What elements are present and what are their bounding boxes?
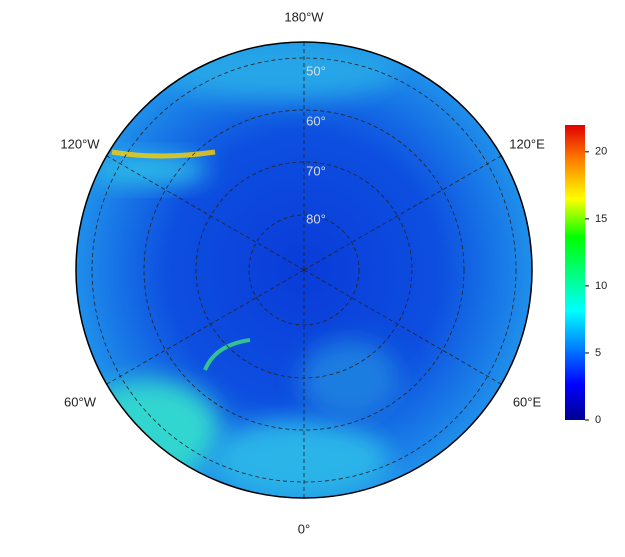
longitude-label: 120°W xyxy=(60,136,100,151)
longitude-label: 0° xyxy=(298,521,310,536)
colorbar xyxy=(565,125,585,420)
map-border xyxy=(75,41,533,499)
longitude-label: 60°E xyxy=(513,394,542,409)
longitude-label: 120°E xyxy=(509,136,545,151)
colorbar-tick-label: 5 xyxy=(595,347,601,359)
colorbar-tick-label: 15 xyxy=(595,213,607,225)
longitude-label: 180°W xyxy=(284,9,324,24)
latitude-labels: 50° 60° 70° 80° xyxy=(306,63,326,226)
longitude-label: 60°W xyxy=(64,394,97,409)
colorbar-tick-label: 10 xyxy=(595,280,607,292)
colorbar-axis: 0 5 10 15 20 xyxy=(585,146,607,426)
colorbar-tick-label: 20 xyxy=(595,146,607,158)
latitude-label: 70° xyxy=(306,163,326,178)
colorbar-tick-label: 0 xyxy=(595,414,601,426)
latitude-label: 60° xyxy=(306,113,326,128)
graticule xyxy=(91,42,517,498)
latitude-label: 80° xyxy=(306,211,326,226)
latitude-label: 50° xyxy=(306,63,326,78)
